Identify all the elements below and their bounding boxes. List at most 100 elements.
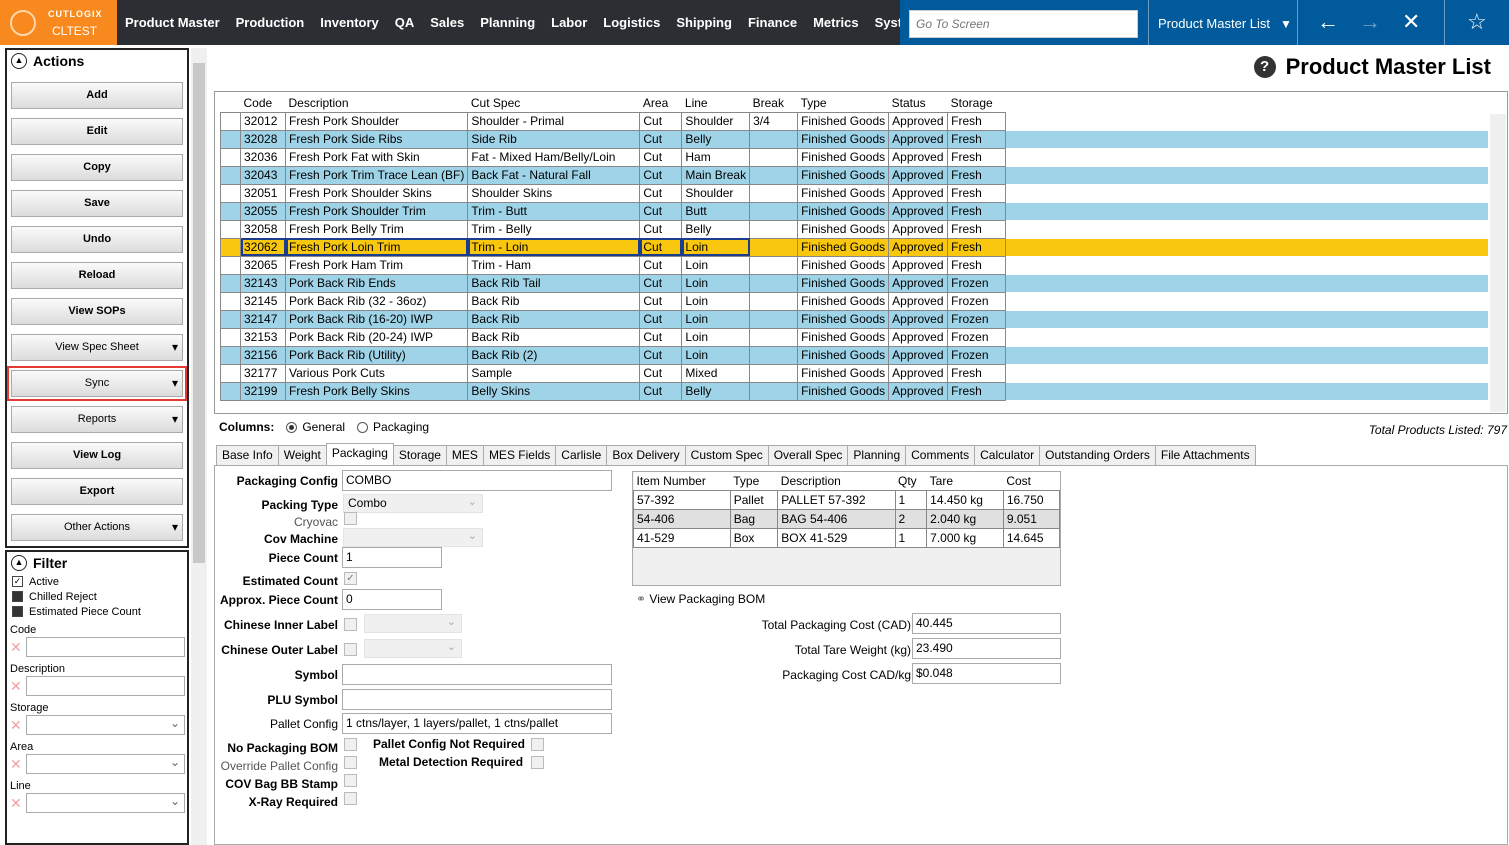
row-selector[interactable] <box>220 201 241 221</box>
table-row[interactable]: 32177 Various Pork Cuts Sample Cut Mixed Fini… <box>220 363 1488 383</box>
view-sops-button[interactable]: View SOPs <box>11 298 183 325</box>
clear-icon[interactable]: ✕ <box>10 755 22 772</box>
table-row[interactable]: 32055 Fresh Pork Shoulder Trim Trim - Butt… <box>220 201 1488 221</box>
table-row[interactable]: 32143 Pork Back Rib Ends Back Rib Tail Cut L… <box>220 273 1488 293</box>
clear-icon[interactable]: ✕ <box>10 794 22 811</box>
reports-button[interactable]: Reports <box>11 406 183 433</box>
row-selector[interactable] <box>220 255 241 275</box>
active-checkbox[interactable] <box>12 576 23 587</box>
nav-inventory[interactable]: Inventory <box>320 15 379 30</box>
tab-box-delivery[interactable]: Box Delivery <box>606 445 686 465</box>
save-button[interactable]: Save <box>11 190 183 217</box>
clear-icon[interactable]: ✕ <box>10 677 22 694</box>
bom-header-tare[interactable]: Tare <box>926 472 1004 490</box>
go-to-screen-input[interactable] <box>909 10 1138 38</box>
table-row[interactable]: 32147 Pork Back Rib (16-20) IWP Back Rib Cu… <box>220 309 1488 329</box>
column-header-storage[interactable]: Storage <box>950 95 993 110</box>
logo[interactable]: CUTLOGIX CLTEST <box>0 0 117 45</box>
chinese-outer-select[interactable] <box>364 639 462 658</box>
tab-calculator[interactable]: Calculator <box>974 445 1041 465</box>
table-row[interactable]: 32036 Fresh Pork Fat with Skin Fat - Mixed… <box>220 147 1488 167</box>
clear-icon[interactable]: ✕ <box>10 638 22 655</box>
row-selector[interactable] <box>220 327 241 347</box>
nav-product-master[interactable]: Product Master <box>125 15 220 30</box>
tab-comments[interactable]: Comments <box>905 445 976 465</box>
metal-detection-checkbox[interactable] <box>531 756 544 769</box>
column-header-area[interactable]: Area <box>642 95 669 110</box>
table-row[interactable]: 32058 Fresh Pork Belly Trim Trim - Belly Cu… <box>220 219 1488 239</box>
pallet-not-required-checkbox[interactable] <box>531 738 544 751</box>
grid-scrollbar[interactable] <box>1490 114 1506 412</box>
filter-chilled-reject[interactable]: Chilled Reject <box>7 589 187 604</box>
row-selector[interactable] <box>220 147 241 167</box>
tab-weight[interactable]: Weight <box>277 445 327 465</box>
piece-count-input[interactable]: 1 <box>342 547 442 568</box>
bom-header-cost[interactable]: Cost <box>1003 472 1060 490</box>
view-log-button[interactable]: View Log <box>11 442 183 469</box>
reload-button[interactable]: Reload <box>11 262 183 289</box>
clear-icon[interactable]: ✕ <box>10 716 22 733</box>
row-selector[interactable] <box>220 381 241 401</box>
filter-description-input[interactable] <box>26 676 185 696</box>
collapse-icon[interactable]: ▲ <box>11 555 27 571</box>
nav-finance[interactable]: Finance <box>747 15 798 30</box>
row-selector[interactable] <box>220 363 241 383</box>
estimated-piece-count-checkbox[interactable] <box>12 606 23 617</box>
forward-arrow-icon[interactable]: → <box>1359 9 1381 34</box>
column-header-type[interactable]: Type <box>800 95 827 110</box>
tab-overall-spec[interactable]: Overall Spec <box>767 445 849 465</box>
table-row[interactable]: 32028 Fresh Pork Side Ribs Side Rib Cut Bell… <box>220 129 1488 149</box>
view-spec-sheet-button[interactable]: View Spec Sheet <box>11 334 183 361</box>
table-row[interactable]: 32156 Pork Back Rib (Utility) Back Rib (2)… <box>220 345 1488 365</box>
bom-header-item-number[interactable]: Item Number <box>633 472 731 490</box>
row-selector[interactable] <box>220 111 241 131</box>
estimated-count-checkbox[interactable]: ✓ <box>344 572 357 585</box>
radio-packaging[interactable] <box>357 421 369 433</box>
filter-code-input[interactable] <box>26 637 185 657</box>
packing-type-select[interactable]: Combo <box>343 494 483 513</box>
bom-header-qty[interactable]: Qty <box>895 472 927 490</box>
bom-row[interactable]: 57-392 Pallet PALLET 57-392 1 14.450 kg 16.75… <box>633 489 1061 510</box>
chinese-outer-checkbox[interactable] <box>344 643 357 656</box>
view-packaging-bom-link[interactable]: ⚭ View Packaging BOM <box>636 592 765 606</box>
nav-sales[interactable]: Sales <box>430 15 465 30</box>
add-button[interactable]: Add <box>11 82 183 109</box>
bom-header-type[interactable]: Type <box>730 472 778 490</box>
column-header-code[interactable]: Code <box>243 95 273 110</box>
filter-storage-select[interactable] <box>26 715 185 735</box>
tab-storage[interactable]: Storage <box>392 445 447 465</box>
bom-row[interactable]: 54-406 Bag BAG 54-406 2 2.040 kg 9.051 <box>633 508 1061 529</box>
table-row[interactable]: 32199 Fresh Pork Belly Skins Belly Skins Cu… <box>220 381 1488 401</box>
row-selector[interactable] <box>220 291 241 311</box>
back-arrow-icon[interactable]: ← <box>1317 9 1339 34</box>
row-selector[interactable] <box>220 273 241 293</box>
radio-general[interactable] <box>286 421 298 433</box>
filter-area-select[interactable] <box>26 754 185 774</box>
packaging-config-input[interactable]: COMBO <box>342 470 612 491</box>
row-selector[interactable] <box>220 165 241 185</box>
table-row[interactable]: 32065 Fresh Pork Ham Trim Trim - Ham Cut Loi… <box>220 255 1488 275</box>
nav-planning[interactable]: Planning <box>480 15 536 30</box>
close-icon[interactable]: ✕ <box>1402 9 1421 34</box>
plu-symbol-input[interactable] <box>342 689 612 710</box>
nav-production[interactable]: Production <box>235 15 305 30</box>
screen-selector[interactable]: Product Master List ▼ <box>1158 16 1292 31</box>
row-selector[interactable] <box>220 237 241 257</box>
nav-metrics[interactable]: Metrics <box>813 15 859 30</box>
table-row[interactable]: 32153 Pork Back Rib (20-24) IWP Back Rib Cu… <box>220 327 1488 347</box>
table-row[interactable]: 32043 Fresh Pork Trim Trace Lean (BF) Back… <box>220 165 1488 185</box>
table-row[interactable]: 32012 Fresh Pork Shoulder Shoulder - Prima… <box>220 111 1488 131</box>
tab-custom-spec[interactable]: Custom Spec <box>684 445 769 465</box>
column-header-line[interactable]: Line <box>684 95 708 110</box>
help-icon[interactable]: ? <box>1253 56 1276 78</box>
cov-bag-checkbox[interactable] <box>344 774 357 787</box>
xray-checkbox[interactable] <box>344 792 357 805</box>
copy-button[interactable]: Copy <box>11 154 183 181</box>
chilled-reject-checkbox[interactable] <box>12 591 23 602</box>
row-selector[interactable] <box>220 219 241 239</box>
tab-planning[interactable]: Planning <box>847 445 907 465</box>
cov-machine-select[interactable] <box>343 528 483 547</box>
tab-carlisle[interactable]: Carlisle <box>555 445 608 465</box>
column-header-break[interactable]: Break <box>752 95 784 110</box>
row-selector[interactable] <box>220 345 241 365</box>
